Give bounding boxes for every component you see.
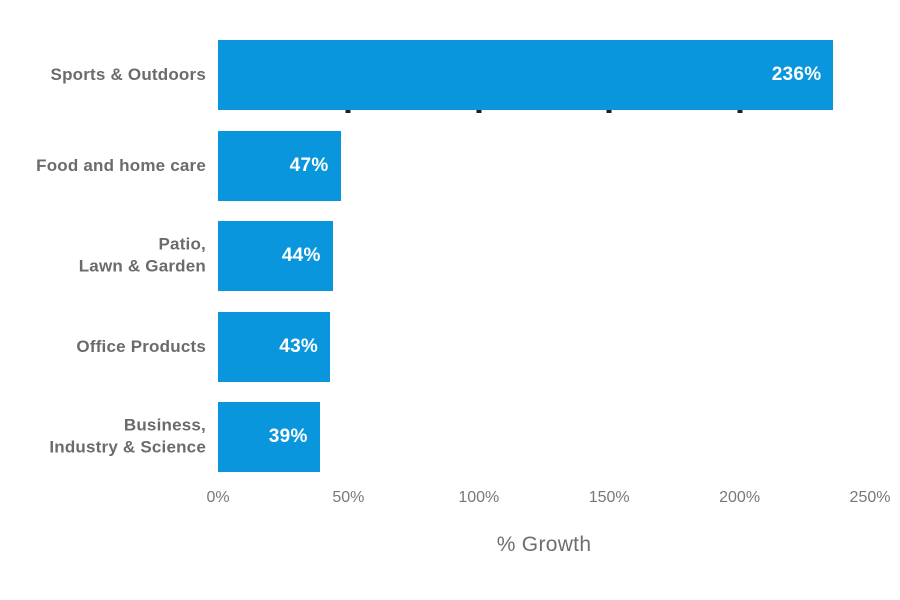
bar-row: Business, Industry & Science 39%: [0, 402, 900, 472]
bar: 39%: [218, 402, 320, 472]
gridline-notch: [345, 110, 351, 113]
bar: 47%: [218, 130, 341, 201]
x-tick-label: 250%: [849, 489, 891, 506]
gridline-notch: [606, 110, 612, 113]
bar-value-label: 43%: [279, 335, 319, 357]
bar-value-label: 39%: [268, 426, 308, 447]
bar-track: 47%: [218, 130, 870, 201]
category-label: Patio, Lawn & Garden: [78, 234, 206, 276]
bar-track: 39%: [218, 402, 870, 472]
bar-row: Patio, Lawn & Garden 44%: [0, 221, 900, 291]
x-tick-label: 200%: [719, 489, 761, 506]
bar-row: Sports & Outdoors 236%: [0, 40, 900, 113]
bar-value-label: 47%: [289, 154, 329, 176]
bar: 43%: [218, 311, 331, 382]
x-axis-title: % Growth: [496, 533, 592, 556]
bar-value-label: 236%: [771, 64, 822, 85]
category-label: Office Products: [76, 336, 206, 356]
bar-track: 44%: [218, 221, 870, 291]
bar: 44%: [218, 221, 333, 291]
x-tick-label: 100%: [458, 489, 500, 506]
category-label: Food and home care: [36, 155, 206, 175]
bar: 236%: [218, 40, 834, 110]
gridline-notch: [476, 110, 482, 113]
bar-track: 43%: [218, 311, 870, 382]
x-axis: 0% 50% 100% 150% 200% 250%: [0, 489, 900, 513]
gridline-notch: [737, 110, 743, 113]
category-label: Business, Industry & Science: [49, 415, 206, 457]
bar-row: Food and home care 47%: [0, 130, 900, 201]
x-tick-label: 0%: [206, 489, 230, 506]
x-tick-label: 50%: [332, 489, 365, 506]
bar-value-label: 44%: [281, 245, 321, 266]
bar-track: 236%: [218, 40, 870, 113]
bar-row: Office Products 43%: [0, 311, 900, 382]
category-label: Sports & Outdoors: [50, 64, 206, 84]
x-tick-label: 150%: [588, 489, 630, 506]
